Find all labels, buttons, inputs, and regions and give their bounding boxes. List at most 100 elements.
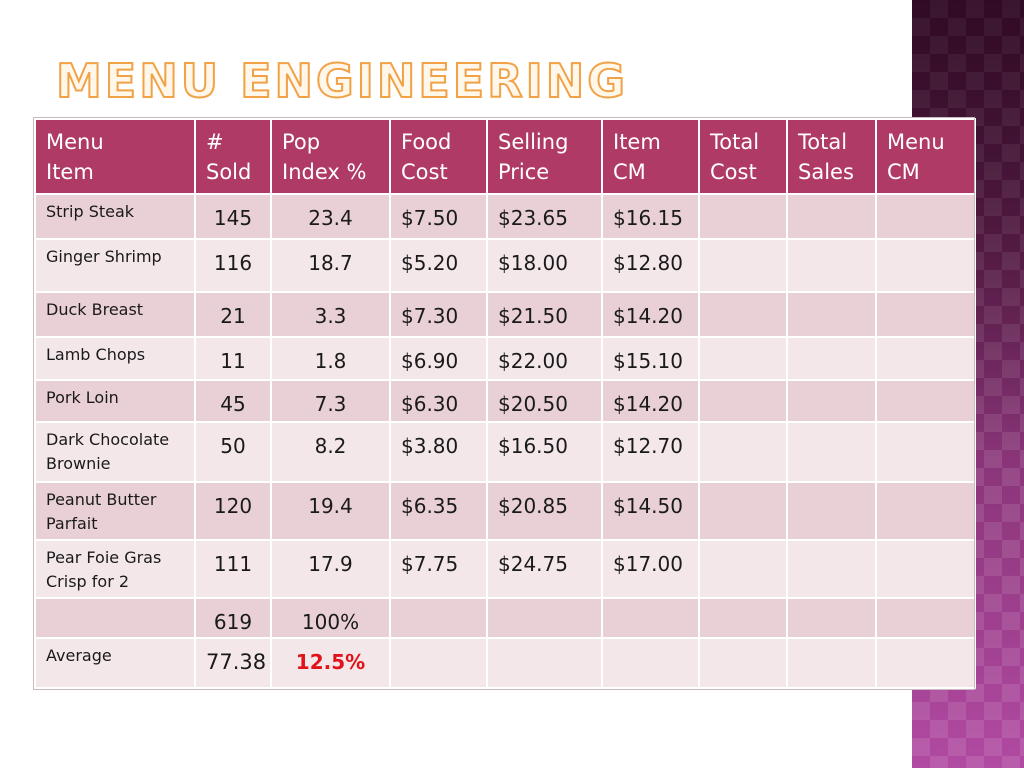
selling-price-cell: $20.85	[486, 481, 603, 541]
item-cm-cell-value: $14.20	[613, 304, 683, 328]
pop-index-cell-value: 12.5%	[295, 650, 366, 674]
sold-cell: 120	[194, 481, 272, 541]
pop-index-cell: 18.7	[270, 238, 391, 293]
total-sales-cell	[786, 539, 877, 599]
pop-index-cell-value: 8.2	[314, 434, 347, 458]
sold-cell: 45	[194, 379, 272, 423]
selling-price-cell: $18.00	[486, 238, 603, 293]
sold-cell-value: 145	[213, 206, 253, 230]
column-header-line: Index %	[282, 160, 367, 184]
selling-price-cell: $22.00	[486, 336, 603, 381]
food-cost-cell: $6.90	[389, 336, 488, 381]
menu-item-line: Pork Loin	[46, 388, 119, 407]
average-row: Average 77.38 12.5%	[34, 637, 976, 689]
total-sales-cell	[786, 481, 877, 541]
item-cm-cell-value: $15.10	[613, 349, 683, 373]
table-row: Strip Steak 145 23.4 $7.50 $23.65 $16.15	[34, 193, 976, 240]
column-header-line: CM	[613, 160, 646, 184]
table-row: Pear Foie Gras Crisp for 2 111 17.9 $7.75 $24…	[34, 539, 976, 599]
column-header-food-cost: Food Cost	[389, 118, 488, 195]
sold-cell-value: 77.38	[206, 650, 267, 674]
column-header-line: Cost	[710, 160, 757, 184]
pop-index-cell-value: 19.4	[308, 494, 353, 518]
totals-row: 619 100%	[34, 597, 976, 639]
table-row: Peanut Butter Parfait 120 19.4 $6.35 $20.85 $1…	[34, 481, 976, 541]
table-row: Pork Loin 45 7.3 $6.30 $20.50 $14.20	[34, 379, 976, 423]
food-cost-cell: $7.75	[389, 539, 488, 599]
pop-index-cell-value: 23.4	[308, 206, 353, 230]
total-sales-cell	[786, 238, 877, 293]
sold-cell: 50	[194, 421, 272, 483]
column-header-line: Item	[613, 130, 661, 154]
selling-price-cell-value: $18.00	[498, 251, 568, 275]
column-header-pop-index: Pop Index %	[270, 118, 391, 195]
total-sales-cell	[786, 597, 877, 639]
item-cm-cell-value: $12.70	[613, 434, 683, 458]
menu-item-line: Strip Steak	[46, 202, 135, 221]
menu-cm-cell	[875, 421, 976, 483]
sold-cell-value: 111	[213, 552, 253, 576]
selling-price-cell: $23.65	[486, 193, 603, 240]
food-cost-cell	[389, 637, 488, 689]
menu-item-cell: Duck Breast	[34, 291, 196, 338]
menu-item-cell: Strip Steak	[34, 193, 196, 240]
column-header-item-cm: Item CM	[601, 118, 700, 195]
sold-cell: 77.38	[194, 637, 272, 689]
sold-cell: 619	[194, 597, 272, 639]
sold-cell-value: 120	[213, 494, 253, 518]
selling-price-cell	[486, 637, 603, 689]
column-header-line: Item	[46, 160, 94, 184]
pop-index-cell-value: 18.7	[308, 251, 353, 275]
column-header-total-sales: Total Sales	[786, 118, 877, 195]
menu-item-cell: Pork Loin	[34, 379, 196, 423]
item-cm-cell: $14.20	[601, 379, 700, 423]
column-header-total-cost: Total Cost	[698, 118, 788, 195]
menu-item-line: Lamb Chops	[46, 345, 146, 364]
item-cm-cell: $15.10	[601, 336, 700, 381]
food-cost-cell: $6.30	[389, 379, 488, 423]
sold-cell-value: 50	[220, 434, 246, 458]
food-cost-cell	[389, 597, 488, 639]
pop-index-cell-value: 3.3	[314, 304, 347, 328]
menu-item-cell: Lamb Chops	[34, 336, 196, 381]
column-header-line: Pop	[282, 130, 321, 154]
food-cost-cell: $3.80	[389, 421, 488, 483]
selling-price-cell-value: $21.50	[498, 304, 568, 328]
menu-item-cell: Dark Chocolate Brownie	[34, 421, 196, 483]
column-header-line: Food	[401, 130, 452, 154]
food-cost-cell: $6.35	[389, 481, 488, 541]
column-header-line: Sold	[206, 160, 252, 184]
selling-price-cell	[486, 597, 603, 639]
menu-cm-cell	[875, 539, 976, 599]
food-cost-cell: $5.20	[389, 238, 488, 293]
total-sales-cell	[786, 336, 877, 381]
column-header-line: Cost	[401, 160, 448, 184]
pop-index-cell: 19.4	[270, 481, 391, 541]
menu-cm-cell	[875, 238, 976, 293]
table-row: Duck Breast 21 3.3 $7.30 $21.50 $14.20	[34, 291, 976, 338]
selling-price-cell: $24.75	[486, 539, 603, 599]
menu-cm-cell	[875, 637, 976, 689]
sold-cell: 145	[194, 193, 272, 240]
column-header-menu-item: Menu Item	[34, 118, 196, 195]
food-cost-cell-value: $5.20	[401, 251, 459, 275]
column-header-line: Total	[798, 130, 848, 154]
column-header-line: Menu	[46, 130, 104, 154]
total-cost-cell	[698, 481, 788, 541]
sold-cell: 11	[194, 336, 272, 381]
food-cost-cell: $7.30	[389, 291, 488, 338]
menu-item-line: Peanut Butter	[46, 490, 157, 509]
menu-engineering-table: Menu Item # Sold Pop Index % Food Cost Selling Pr…	[34, 118, 976, 689]
menu-item-cell: Ginger Shrimp	[34, 238, 196, 293]
sold-cell-value: 45	[220, 392, 246, 416]
item-cm-cell	[601, 637, 700, 689]
total-cost-cell	[698, 597, 788, 639]
food-cost-cell-value: $7.75	[401, 552, 459, 576]
menu-item-line: Ginger Shrimp	[46, 247, 162, 266]
header-row: Menu Item # Sold Pop Index % Food Cost Selling Pr…	[34, 118, 976, 195]
slide-title: Menu Engineering	[55, 54, 628, 108]
item-cm-cell: $14.50	[601, 481, 700, 541]
menu-item-cell: Pear Foie Gras Crisp for 2	[34, 539, 196, 599]
total-cost-cell	[698, 637, 788, 689]
column-header-line: Selling	[498, 130, 569, 154]
